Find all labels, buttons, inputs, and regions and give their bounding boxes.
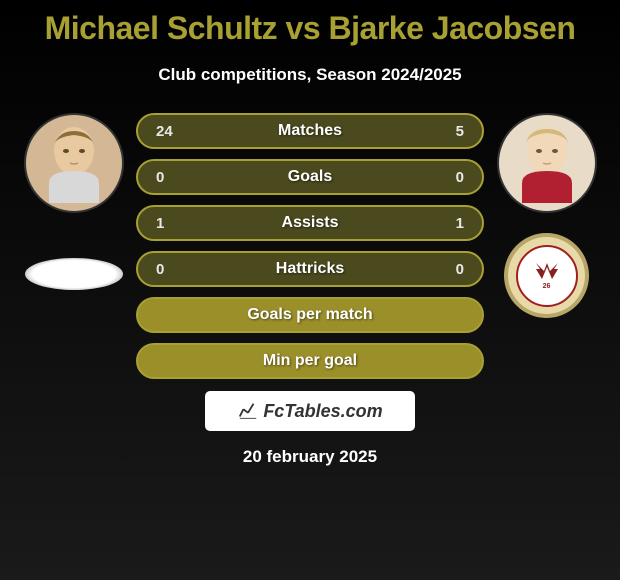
stat-row-assists: 1 Assists 1 [136,205,484,241]
stat-row-gpm: Goals per match [136,297,484,333]
footer-date: 20 february 2025 [0,447,620,467]
footer-brand-text: FcTables.com [263,401,382,422]
stat-label: Min per goal [263,352,357,370]
footer-brand[interactable]: FcTables.com [205,391,415,431]
stat-right-value: 0 [456,169,464,186]
stat-row-matches: 24 Matches 5 [136,113,484,149]
avatar-icon [34,123,114,203]
player-left-avatar [24,113,124,213]
stat-right-value: 5 [456,123,464,140]
stat-label: Goals per match [247,306,372,324]
chart-icon [237,400,259,422]
player-right-avatar [497,113,597,213]
stat-left-value: 1 [156,215,164,232]
stat-label: Matches [278,122,342,140]
club-right-number: 26 [543,283,551,290]
club-right-logo: 26 [504,233,589,318]
stat-row-mpg: Min per goal [136,343,484,379]
player-right-column: 26 [494,113,599,318]
stat-label: Hattricks [276,260,344,278]
page-title: Michael Schultz vs Bjarke Jacobsen [0,10,620,47]
stats-column: 24 Matches 5 0 Goals 0 1 Assists 1 0 Hat… [136,113,484,379]
club-left-logo [25,258,123,290]
stat-label: Goals [288,168,332,186]
player-left-column [21,113,126,290]
stat-left-value: 0 [156,169,164,186]
avatar-icon [507,123,587,203]
stat-right-value: 0 [456,261,464,278]
club-right-inner: 26 [516,245,578,307]
comparison-area: 24 Matches 5 0 Goals 0 1 Assists 1 0 Hat… [0,113,620,379]
stat-row-hattricks: 0 Hattricks 0 [136,251,484,287]
stat-left-value: 24 [156,123,173,140]
stat-label: Assists [282,214,339,232]
stat-right-value: 1 [456,215,464,232]
stat-left-value: 0 [156,261,164,278]
stat-row-goals: 0 Goals 0 [136,159,484,195]
subtitle: Club competitions, Season 2024/2025 [0,65,620,85]
club-crest-icon [532,261,562,283]
